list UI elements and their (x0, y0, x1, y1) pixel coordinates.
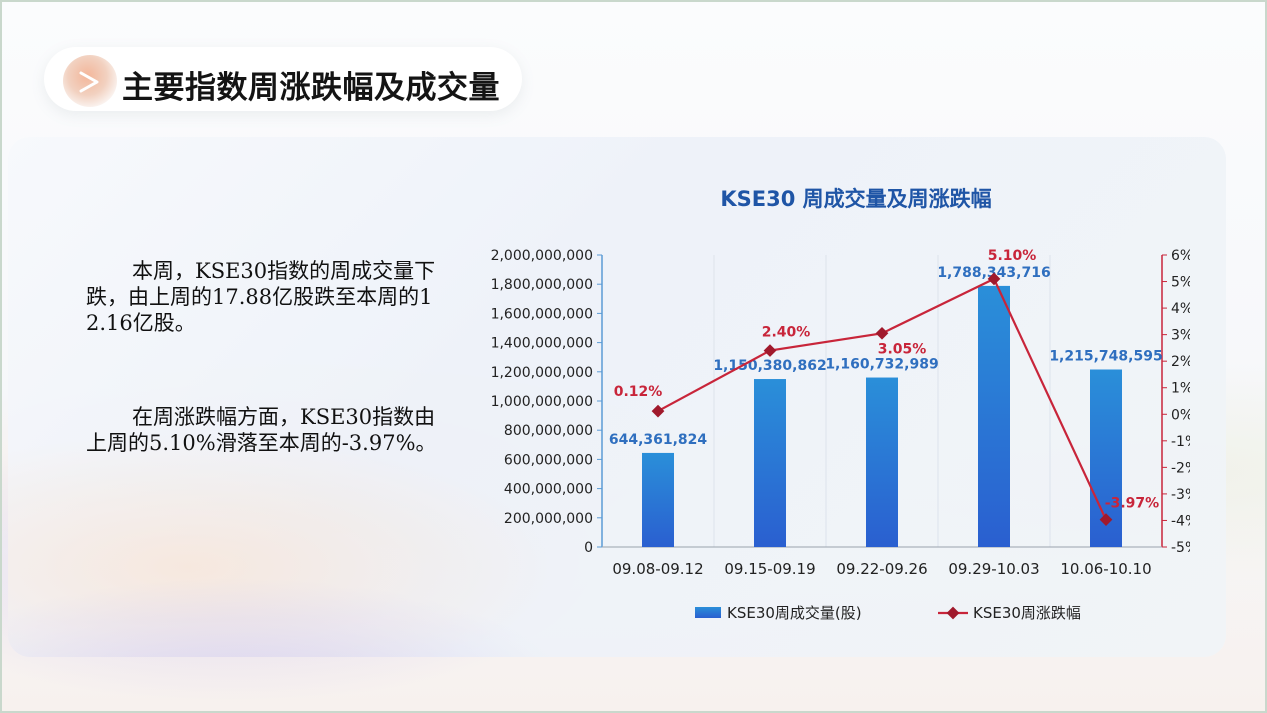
legend-line-label: KSE30周涨跌幅 (973, 604, 1081, 622)
line-point (651, 404, 665, 418)
left-tick-label: 1,200,000,000 (491, 365, 593, 381)
left-tick-label: 1,800,000,000 (491, 277, 593, 293)
line-data-label: 2.40% (762, 325, 811, 341)
line-data-label: 0.12% (614, 384, 663, 400)
summary-paragraph-volume: 本周，KSE30指数的周成交量下跌，由上周的17.88亿股跌至本周的12.16亿… (86, 259, 436, 335)
right-tick-label: 6% (1171, 248, 1190, 264)
bar-data-label: 1,160,732,989 (825, 357, 938, 373)
right-tick-label: 4% (1171, 301, 1190, 317)
legend-bar-swatch (695, 607, 721, 618)
page-title: 主要指数周涨跌幅及成交量 (122, 70, 500, 106)
bar (866, 377, 898, 547)
bar (642, 452, 674, 547)
left-tick-label: 600,000,000 (504, 452, 593, 468)
content-card (8, 137, 1226, 657)
left-tick-label: 1,600,000,000 (491, 306, 593, 322)
right-tick-label: 1% (1171, 381, 1190, 397)
chart-title: KSE30 周成交量及周涨跌幅 (720, 187, 991, 211)
x-tick-label: 09.29-10.03 (948, 560, 1039, 578)
left-tick-label: 1,000,000,000 (491, 394, 593, 410)
combo-chart: KSE30 周成交量及周涨跌幅 0 200,000,000 400,000,000 60… (491, 187, 1190, 622)
legend-line-marker (946, 606, 960, 620)
x-tick-label: 09.08-09.12 (612, 560, 703, 578)
title-pill (44, 47, 522, 111)
right-tick-label: 2% (1171, 354, 1190, 370)
line-point (875, 326, 889, 340)
summary-paragraph-change: 在周涨跌幅方面，KSE30指数由上周的5.10%滑落至本周的-3.97%。 (86, 405, 437, 455)
left-tick-label: 0 (584, 540, 593, 556)
left-tick-label: 2,000,000,000 (491, 248, 593, 264)
bar-data-label: 1,150,380,862 (713, 358, 826, 374)
bar (978, 285, 1010, 547)
chevron-right-icon (63, 55, 117, 107)
right-tick-label: -3% (1171, 487, 1190, 503)
bar (754, 379, 786, 547)
right-tick-label: -4% (1171, 513, 1190, 529)
x-tick-label: 10.06-10.10 (1060, 560, 1151, 578)
x-tick-label: 09.22-09.26 (836, 560, 927, 578)
right-tick-label: 5% (1171, 275, 1190, 291)
right-tick-label: 3% (1171, 328, 1190, 344)
legend-bar-label: KSE30周成交量(股) (727, 604, 862, 622)
left-tick-label: 400,000,000 (504, 482, 593, 498)
line-data-label: 3.05% (878, 341, 927, 357)
line-data-label: -3.97% (1105, 496, 1159, 512)
right-tick-label: 0% (1171, 407, 1190, 423)
left-tick-label: 800,000,000 (504, 423, 593, 439)
line-point (763, 344, 777, 357)
x-tick-label: 09.15-09.19 (724, 560, 815, 578)
line-data-label: 5.10% (988, 248, 1037, 264)
left-tick-label: 200,000,000 (504, 511, 593, 527)
left-tick-label: 1,400,000,000 (491, 336, 593, 352)
right-tick-label: -2% (1171, 460, 1190, 476)
right-tick-label: -5% (1171, 540, 1190, 556)
right-tick-label: -1% (1171, 434, 1190, 450)
bar-data-label: 1,215,748,595 (1049, 349, 1162, 365)
bar-data-label: 644,361,824 (609, 432, 708, 448)
